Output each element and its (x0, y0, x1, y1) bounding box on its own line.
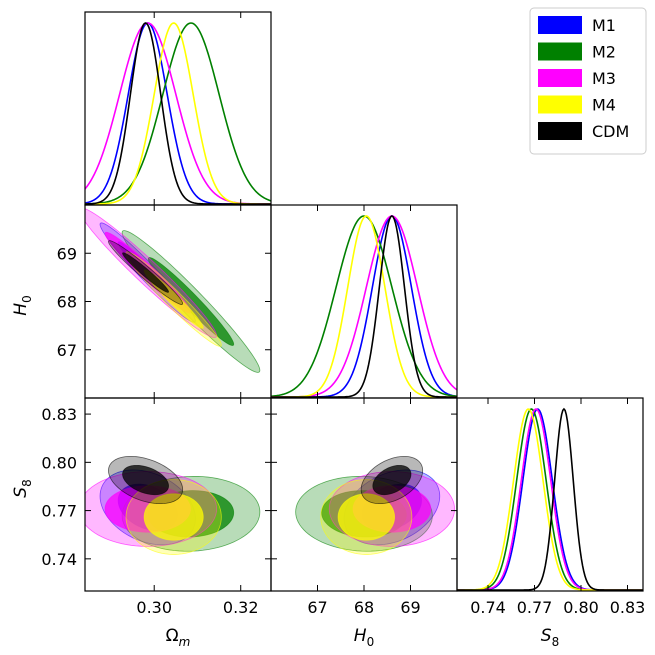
x-tick-label: 0.32 (223, 598, 259, 617)
legend-label-cdm: CDM (592, 122, 629, 141)
legend-label-m4: M4 (592, 96, 616, 115)
legend-swatch-m1 (538, 16, 582, 34)
x-tick-label: 0.77 (517, 598, 553, 617)
y-tick-label: 67 (57, 341, 77, 360)
y-axis-label-h0: H0 (11, 295, 34, 315)
marginal-curve-cdm (457, 407, 643, 591)
y-tick-label: 0.74 (41, 550, 77, 569)
panel-s8-h0 (270, 397, 458, 592)
y-tick-label: 0.77 (41, 502, 77, 521)
y-tick-label: 68 (57, 293, 77, 312)
legend-swatch-cdm (538, 122, 582, 140)
x-tick-label: 0.80 (563, 598, 599, 617)
x-tick-label: 0.74 (470, 598, 506, 617)
x-axis-label-s8: S8 (541, 626, 559, 649)
marginal-curve-m2 (271, 215, 457, 398)
panel-om-om (84, 11, 272, 206)
y-tick-label: 69 (57, 244, 77, 263)
marginal-curve-m1 (457, 408, 643, 591)
marginal-curve-m3 (85, 22, 271, 205)
marginal-curve-m2 (85, 22, 271, 205)
y-tick-label: 0.80 (41, 453, 77, 472)
x-tick-label: 0.83 (610, 598, 646, 617)
contour-cdm-68 (122, 252, 169, 293)
x-axis-label-h0: H0 (354, 626, 374, 649)
legend-label-m2: M2 (592, 43, 616, 62)
marginal-curve-m4 (457, 408, 643, 591)
legend-swatch-m4 (538, 95, 582, 114)
contour-m2-68 (147, 257, 235, 346)
legend-label-m3: M3 (592, 69, 616, 88)
panel-content (271, 215, 457, 398)
contour-m4-68 (143, 493, 204, 541)
legend-label-m1: M1 (592, 16, 616, 35)
legend-swatch-m2 (538, 42, 582, 61)
panel-s8-om (84, 397, 272, 592)
marginal-curve-m2 (457, 408, 643, 591)
marginal-curve-m3 (457, 408, 643, 591)
x-tick-label: 69 (400, 598, 420, 617)
contour-cdm-68 (372, 464, 412, 496)
panel-frame (456, 397, 644, 592)
marginal-curve-cdm (85, 22, 271, 205)
y-tick-label: 0.83 (41, 405, 77, 424)
x-tick-label: 67 (307, 598, 327, 617)
marginal-curve-m4 (85, 22, 271, 205)
x-tick-label: 68 (354, 598, 374, 617)
contour-m4-68 (337, 493, 396, 541)
legend: M1 M2 M3 M4 CDM (529, 7, 647, 155)
panel-content (85, 208, 261, 373)
panel-s8-s8 (456, 397, 644, 592)
y-axis-label-s8: S8 (11, 479, 34, 497)
panels-layer: 0.30 0.32 Ωm 67 68 69 H0 0.74 0.77 0.80 0.83 S8 67 68… (11, 11, 646, 649)
panel-content (295, 455, 455, 555)
panel-content (457, 407, 643, 591)
panel-h0-h0 (270, 204, 458, 399)
marginal-curve-cdm (271, 215, 457, 398)
marginal-curve-m1 (85, 22, 271, 205)
marginal-curve-m1 (271, 215, 457, 398)
x-axis-label-om: Ωm (166, 626, 191, 649)
panel-content (85, 22, 271, 205)
panel-h0-om (84, 204, 272, 399)
panel-content (85, 455, 261, 555)
x-tick-label: 0.30 (136, 598, 172, 617)
contour-cdm-68 (122, 464, 169, 496)
legend-swatch-m3 (538, 69, 582, 87)
